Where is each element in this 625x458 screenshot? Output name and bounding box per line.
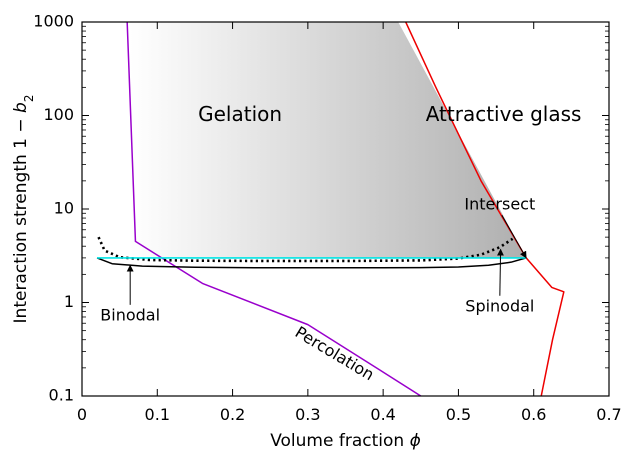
y-tick-label: 1000 (33, 12, 74, 31)
series-percolation-line (126, 22, 422, 396)
arrow-spinodal (496, 248, 504, 296)
x-tick-label: 0.4 (370, 405, 395, 424)
x-tick-label: 0.1 (145, 405, 170, 424)
annotation-binodal: Binodal (100, 305, 160, 324)
arrow-intersect (501, 214, 527, 259)
y-tick-label: 100 (43, 105, 74, 124)
y-tick-label: 1 (64, 292, 74, 311)
annotation-spinodal: Spinodal (465, 296, 534, 315)
y-axis-title: Interaction strength 1 − b2 (11, 95, 36, 324)
annotation-gelation: Gelation (198, 102, 282, 126)
x-axis-symbol: ϕ (410, 431, 421, 451)
y-tick-label: 0.1 (49, 386, 74, 405)
x-tick-label: 0.7 (596, 405, 621, 424)
y-axis-subscript: 2 (22, 95, 36, 103)
series-glass-line (405, 22, 565, 396)
annotation-intersect: Intersect (464, 195, 535, 214)
x-tick-label: 0 (77, 405, 87, 424)
series-binodal-line (96, 257, 527, 269)
region-gelation (97, 22, 527, 258)
x-tick-label: 0.5 (446, 405, 471, 424)
x-axis-title: Volume fraction ϕ (270, 431, 421, 451)
x-tick-label: 0.3 (295, 405, 320, 424)
x-tick-label: 0.2 (220, 405, 245, 424)
annotation-attractive-glass: Attractive glass (426, 102, 582, 126)
y-axis-symbol: b (11, 102, 31, 113)
annotation-percolation: Percolation (292, 322, 378, 384)
series-spinodal-line (97, 236, 514, 263)
x-tick-label: 0.6 (521, 405, 546, 424)
y-tick-label: 10 (54, 199, 74, 218)
plot-area (96, 22, 565, 396)
